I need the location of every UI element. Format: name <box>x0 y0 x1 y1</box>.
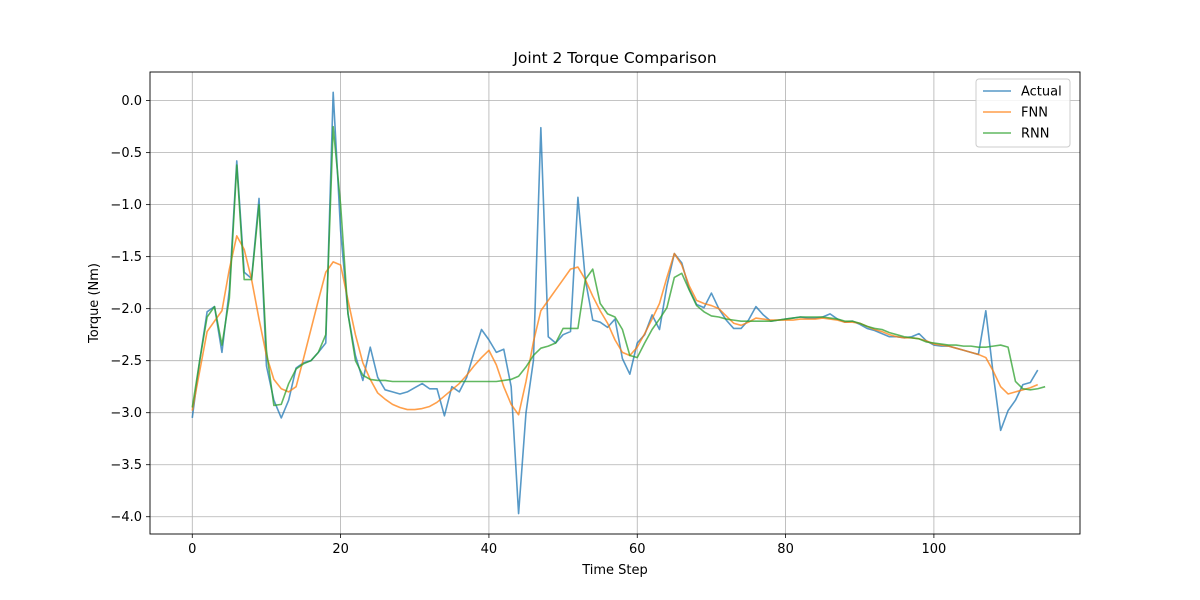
series-line-fnn <box>191 235 1039 416</box>
x-tick-label: 40 <box>481 542 498 557</box>
y-tick-label: −3.0 <box>110 406 142 421</box>
chart-title: Joint 2 Torque Comparison <box>512 49 716 67</box>
plot-area-frame <box>149 71 1081 535</box>
x-axis-label: Time Step <box>581 563 648 578</box>
y-axis-label: Torque (Nm) <box>87 263 102 344</box>
legend-label-fnn: FNN <box>1021 106 1048 121</box>
legend-box <box>975 78 1071 148</box>
grid <box>150 72 1080 534</box>
axis-ticks: 0 20 40 60 80 100 0.0 −0.5 −1.0 −1.5 −2.0 −2.5 −3.0 −… <box>110 94 946 557</box>
x-tick-label: 80 <box>777 542 794 557</box>
y-tick-label: 0.0 <box>121 94 142 109</box>
legend-label-rnn: RNN <box>1021 127 1049 142</box>
y-tick-label: −2.5 <box>110 354 142 369</box>
legend-label-actual: Actual <box>1021 85 1062 100</box>
x-tick-label: 0 <box>188 542 196 557</box>
legend: Actual FNN RNN <box>975 78 1071 148</box>
series-lines <box>191 91 1046 515</box>
y-tick-label: −4.0 <box>110 510 142 525</box>
y-tick-label: −0.5 <box>110 146 142 161</box>
y-tick-label: −1.5 <box>110 250 142 265</box>
x-tick-label: 20 <box>332 542 349 557</box>
x-tick-label: 60 <box>629 542 646 557</box>
x-tick-label: 100 <box>921 542 946 557</box>
y-tick-label: −3.5 <box>110 458 142 473</box>
series-line-rnn <box>191 125 1046 408</box>
y-tick-label: −1.0 <box>110 198 142 213</box>
y-tick-label: −2.0 <box>110 302 142 317</box>
